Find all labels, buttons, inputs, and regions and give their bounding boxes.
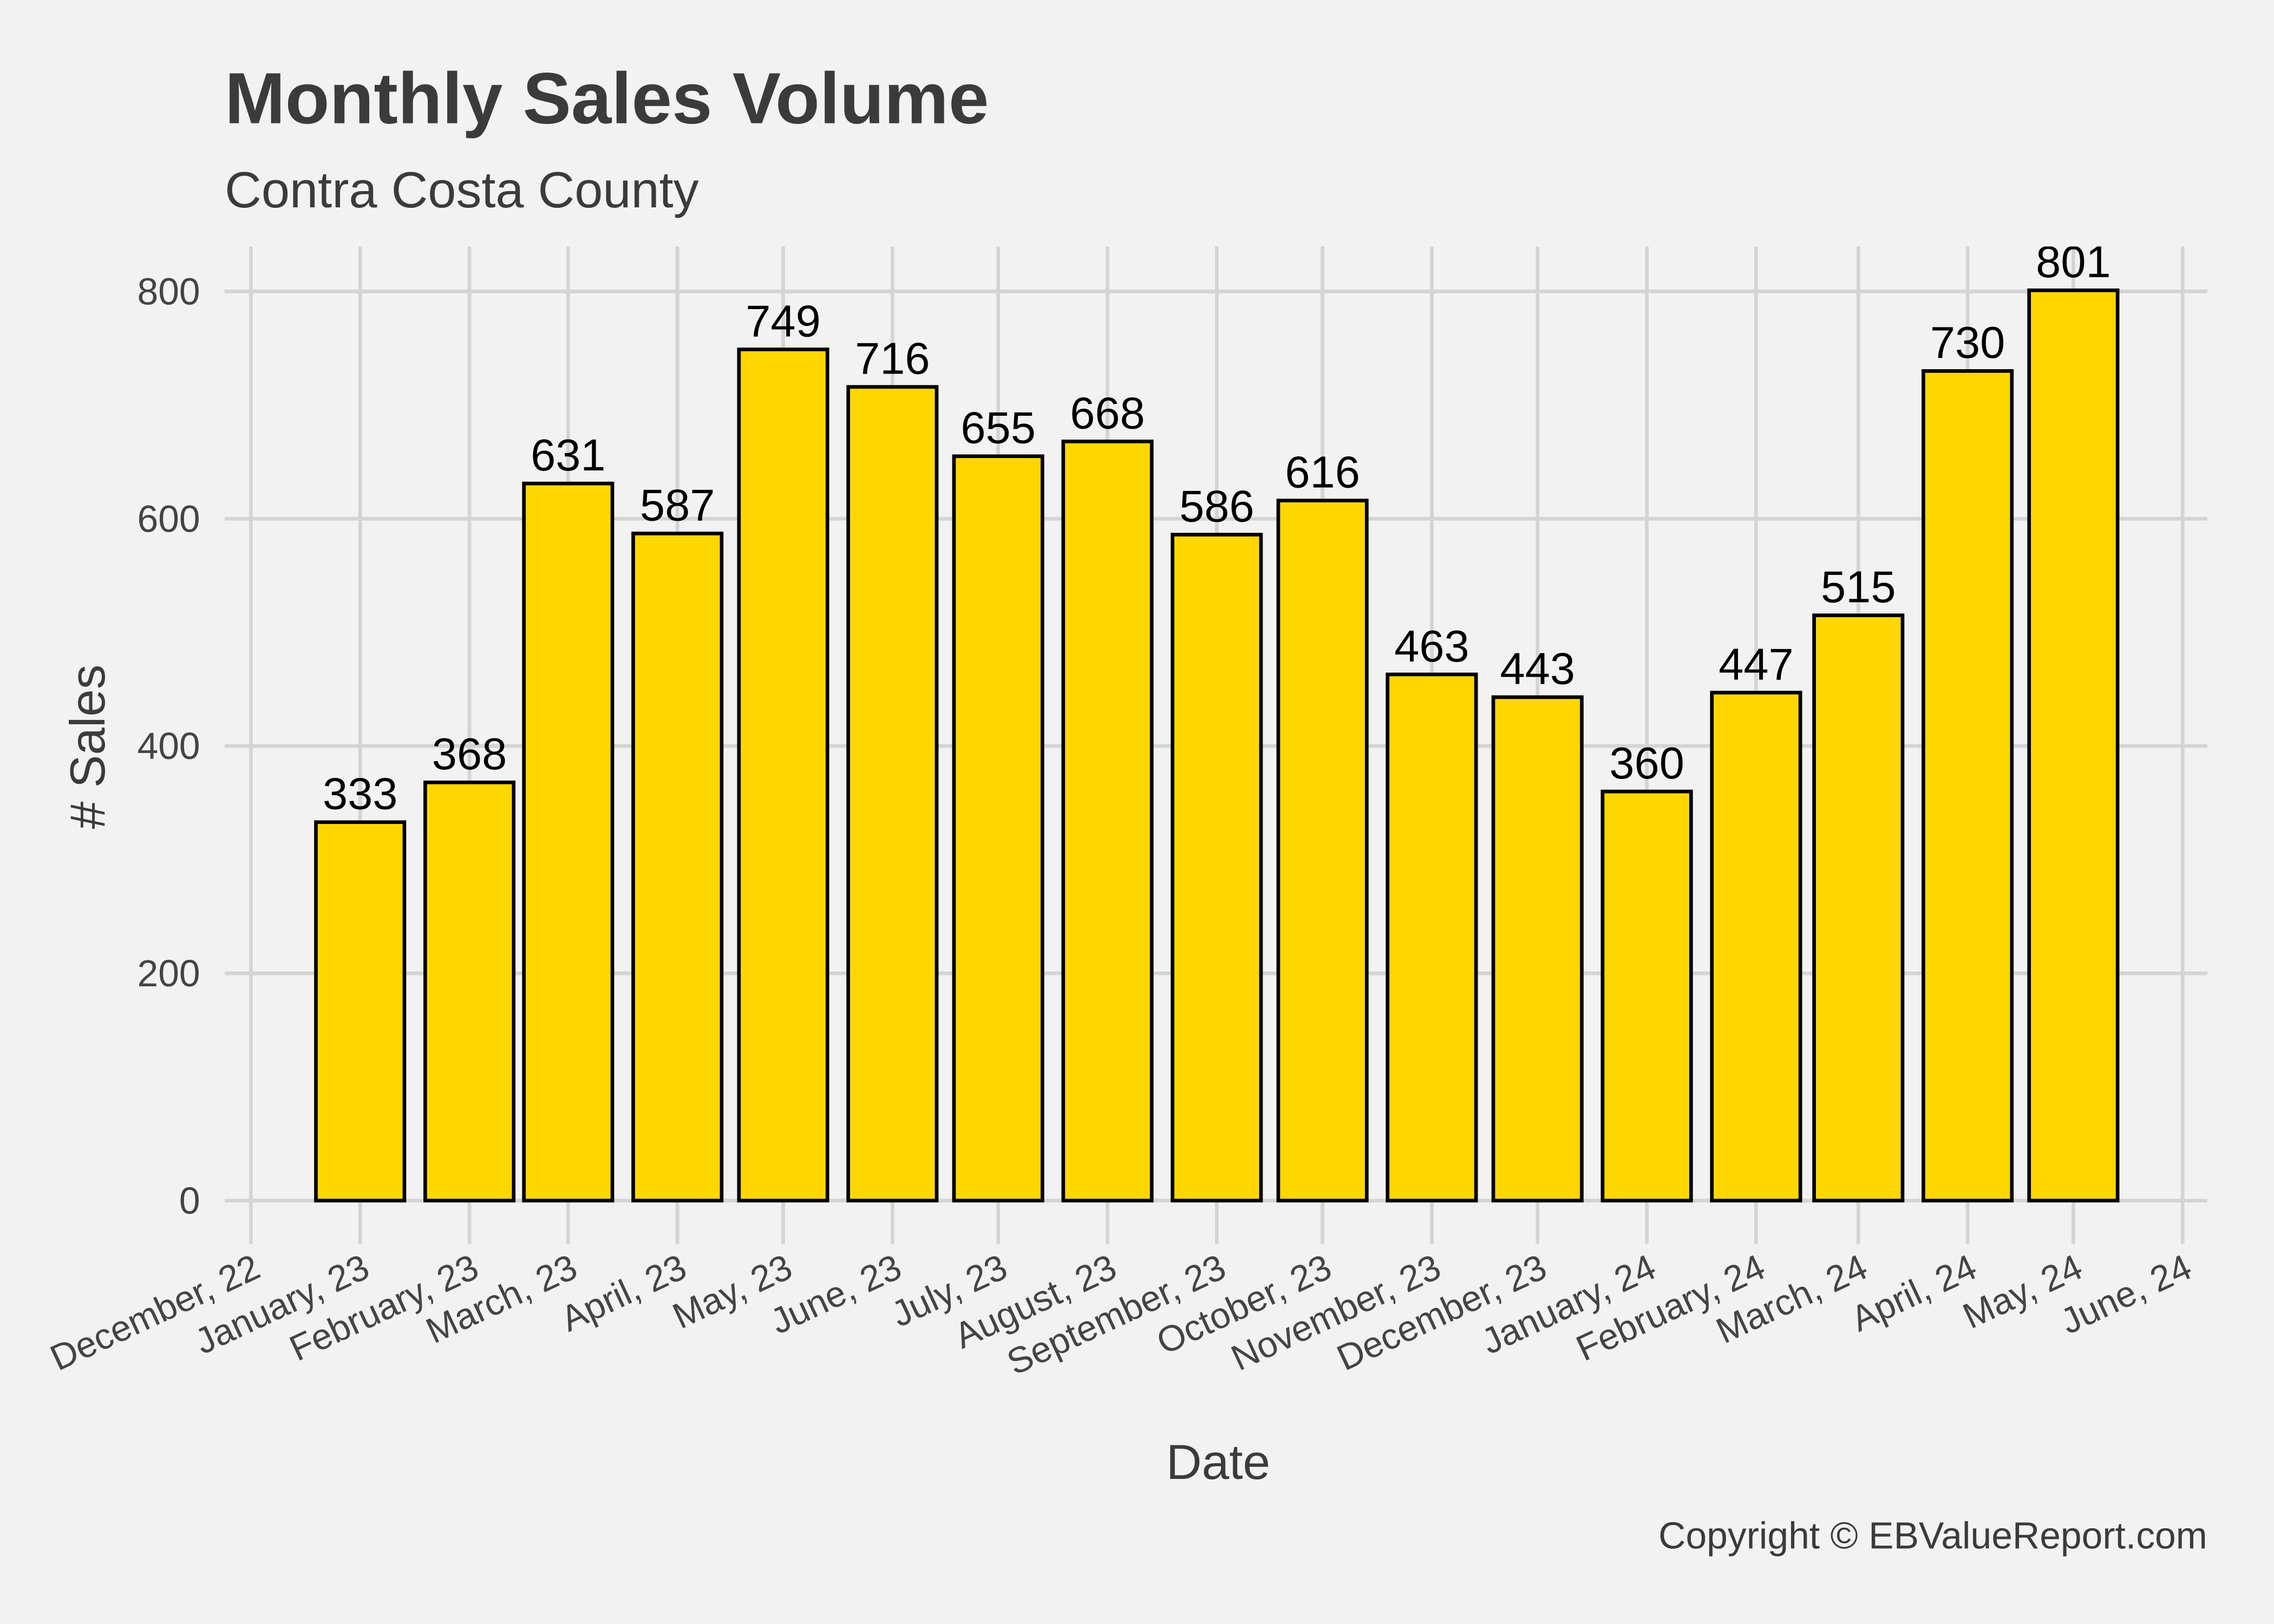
- data-label: 631: [531, 430, 606, 480]
- y-tick-label: 400: [137, 725, 200, 767]
- y-tick-label: 600: [137, 497, 200, 540]
- bar: [737, 348, 829, 1203]
- bar: [1491, 695, 1584, 1203]
- x-tick-label: April, 23: [555, 1247, 692, 1340]
- data-label: 668: [1070, 388, 1145, 438]
- bar: [1812, 613, 1905, 1203]
- data-label: 655: [960, 403, 1036, 453]
- y-tick-label: 0: [179, 1180, 200, 1222]
- bar: [1600, 789, 1693, 1203]
- data-label: 333: [323, 769, 398, 819]
- y-tick-label: 200: [137, 952, 200, 994]
- bar: [1922, 369, 2014, 1203]
- bar: [314, 820, 407, 1203]
- bar: [1061, 440, 1154, 1203]
- bar: [952, 454, 1044, 1203]
- data-label: 360: [1609, 738, 1684, 788]
- data-label: 463: [1394, 621, 1469, 671]
- data-label: 515: [1821, 562, 1896, 612]
- bar: [631, 532, 724, 1203]
- data-label: 368: [432, 729, 507, 779]
- copyright-caption: Copyright © EBValueReport.com: [1658, 1515, 2207, 1557]
- bar: [1171, 533, 1263, 1203]
- data-label: 749: [746, 296, 821, 346]
- bar: [2027, 288, 2120, 1203]
- bars: 333 368 631 587 749 716 655 668 586 616 463 443 360 4…: [314, 237, 2120, 1203]
- y-axis-label: # Sales: [61, 665, 115, 829]
- bar: [846, 385, 939, 1203]
- bar: [522, 481, 615, 1203]
- bar: [1386, 672, 1478, 1203]
- data-label: 447: [1718, 639, 1794, 689]
- data-label: 730: [1930, 317, 2005, 368]
- x-axis-label: Date: [1166, 1435, 1270, 1490]
- data-label: 586: [1179, 481, 1254, 532]
- bar: [1276, 499, 1369, 1203]
- data-label: 616: [1285, 447, 1360, 497]
- data-label: 801: [2036, 237, 2111, 287]
- bar: [423, 780, 516, 1203]
- data-label: 443: [1500, 644, 1576, 694]
- chart-title: Monthly Sales Volume: [225, 58, 989, 139]
- data-label: 587: [640, 480, 715, 530]
- chart-subtitle: Contra Costa County: [225, 161, 699, 218]
- bar: [1710, 691, 1802, 1203]
- y-tick-label: 800: [137, 271, 200, 313]
- data-label: 716: [855, 333, 930, 384]
- x-tick-label: April, 24: [1845, 1247, 1983, 1340]
- y-axis-ticks: 0 200 400 600 800: [137, 271, 200, 1222]
